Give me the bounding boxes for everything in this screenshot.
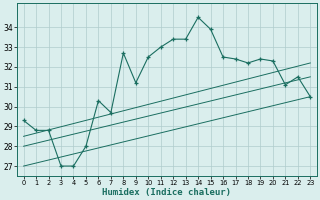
X-axis label: Humidex (Indice chaleur): Humidex (Indice chaleur) xyxy=(102,188,231,197)
